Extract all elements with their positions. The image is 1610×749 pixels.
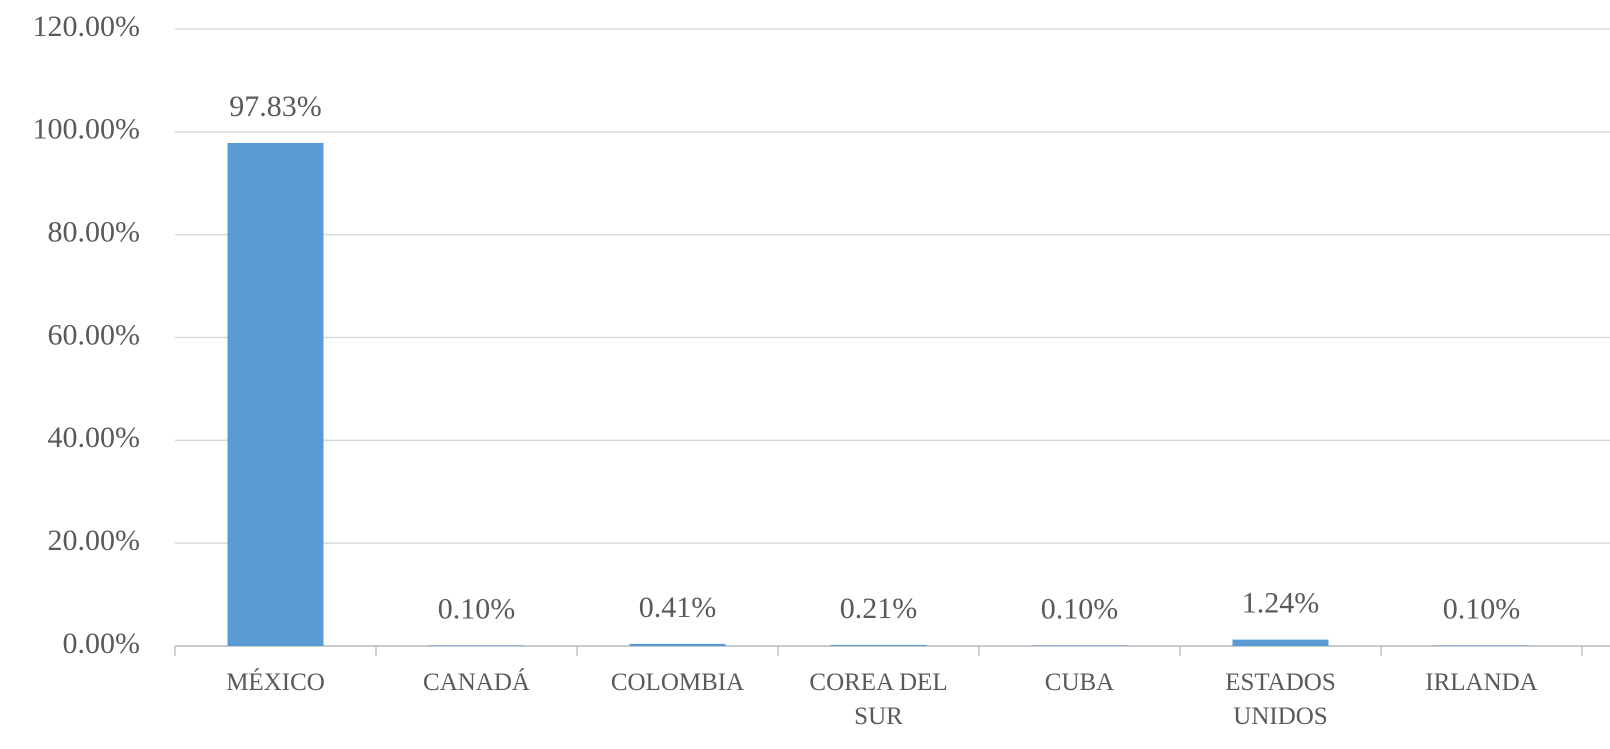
x-tick-label: MÉXICO xyxy=(181,666,371,700)
bar xyxy=(429,645,525,646)
y-tick-label: 0.00% xyxy=(63,627,141,660)
y-tick-label: 80.00% xyxy=(48,216,141,249)
bar xyxy=(228,143,324,646)
x-tick-label: CUBA xyxy=(985,666,1175,700)
data-label: 0.10% xyxy=(438,592,516,625)
y-tick-label: 20.00% xyxy=(48,524,141,557)
data-label: 0.10% xyxy=(1041,592,1119,625)
x-tick-label: COLOMBIA xyxy=(583,666,773,700)
x-tick-label: IRLANDA xyxy=(1387,666,1577,700)
chart: 0.00% 20.00% 40.00% 60.00% 80.00% 100.00% 120.… xyxy=(0,0,1610,749)
y-tick-label: 40.00% xyxy=(48,421,141,454)
data-label: 0.41% xyxy=(639,591,717,624)
y-tick-label: 100.00% xyxy=(33,113,141,146)
x-tick-label: CANADÁ xyxy=(382,666,572,700)
bar xyxy=(1233,640,1329,646)
y-tick-label: 60.00% xyxy=(48,318,141,351)
data-label: 0.10% xyxy=(1443,592,1521,625)
data-label: 0.21% xyxy=(840,592,918,625)
x-tick-label: COREA DEL SUR xyxy=(784,666,974,734)
bar xyxy=(1434,645,1530,646)
bar xyxy=(630,644,726,646)
data-label: 1.24% xyxy=(1242,587,1320,620)
y-tick-label: 120.00% xyxy=(33,10,141,43)
chart-canvas: 0.00% 20.00% 40.00% 60.00% 80.00% 100.00% 120.… xyxy=(0,0,1610,749)
x-tick-label: ESTADOS UNIDOS xyxy=(1186,666,1376,734)
bar xyxy=(1032,645,1128,646)
data-label: 97.83% xyxy=(229,90,322,123)
bar xyxy=(831,645,927,646)
